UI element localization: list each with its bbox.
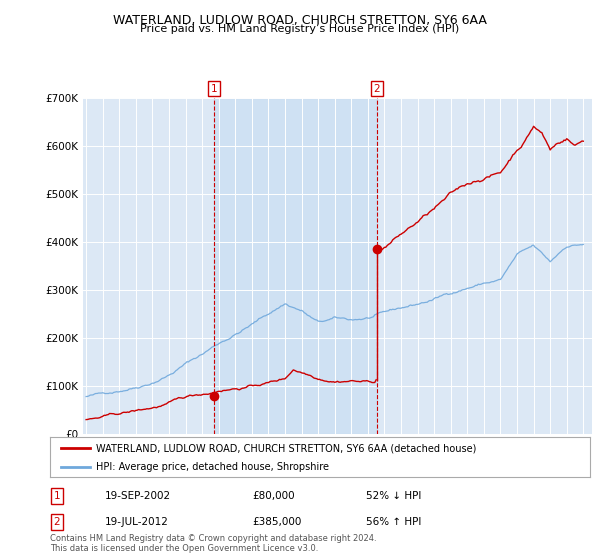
- Text: 19-JUL-2012: 19-JUL-2012: [105, 517, 169, 527]
- Text: 2: 2: [53, 517, 61, 527]
- Text: 56% ↑ HPI: 56% ↑ HPI: [366, 517, 421, 527]
- Text: 19-SEP-2002: 19-SEP-2002: [105, 491, 171, 501]
- Text: HPI: Average price, detached house, Shropshire: HPI: Average price, detached house, Shro…: [96, 462, 329, 472]
- Text: £385,000: £385,000: [252, 517, 301, 527]
- Text: 2: 2: [373, 84, 380, 94]
- Text: 1: 1: [53, 491, 61, 501]
- Bar: [214, 98, 377, 434]
- Text: Contains HM Land Registry data © Crown copyright and database right 2024.
This d: Contains HM Land Registry data © Crown c…: [50, 534, 376, 553]
- Text: WATERLAND, LUDLOW ROAD, CHURCH STRETTON, SY6 6AA (detached house): WATERLAND, LUDLOW ROAD, CHURCH STRETTON,…: [96, 443, 476, 453]
- Text: 1: 1: [211, 84, 217, 94]
- Text: £80,000: £80,000: [252, 491, 295, 501]
- Text: WATERLAND, LUDLOW ROAD, CHURCH STRETTON, SY6 6AA: WATERLAND, LUDLOW ROAD, CHURCH STRETTON,…: [113, 14, 487, 27]
- Text: 52% ↓ HPI: 52% ↓ HPI: [366, 491, 421, 501]
- Text: Price paid vs. HM Land Registry’s House Price Index (HPI): Price paid vs. HM Land Registry’s House …: [140, 24, 460, 34]
